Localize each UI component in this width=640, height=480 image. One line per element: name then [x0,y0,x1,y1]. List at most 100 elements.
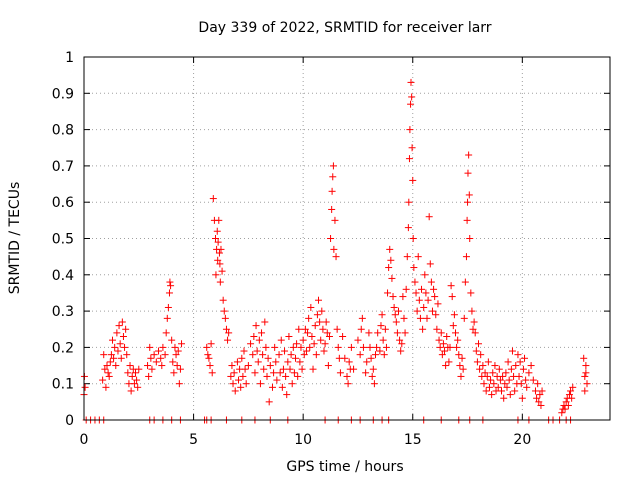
data-point [449,322,457,330]
data-point [287,351,295,359]
data-point [104,369,112,377]
data-point [212,271,220,279]
data-point [162,329,170,337]
data-point [260,365,268,373]
data-point [106,358,114,366]
data-point [569,383,577,391]
data-point [481,369,489,377]
data-point [371,351,379,359]
data-point [320,347,328,355]
data-point [251,369,259,377]
data-point [431,293,439,301]
data-point [411,278,419,286]
data-point [158,362,166,370]
data-point [400,314,408,322]
data-point [501,380,509,388]
data-point [264,354,272,362]
y-tick-label: 0.5 [52,232,74,248]
data-point [165,289,173,297]
data-point [297,343,305,351]
y-tick-label: 0.1 [52,377,74,393]
data-point [503,383,511,391]
data-point [531,387,539,395]
data-point [581,387,589,395]
data-point [374,329,382,337]
data-point [499,372,507,380]
data-point [324,362,332,370]
data-point [468,307,476,315]
data-point [457,372,465,380]
data-point [261,318,269,326]
data-point [393,329,401,337]
data-point [436,343,444,351]
data-point [237,383,245,391]
x-tick-label: 20 [513,432,531,448]
data-point [298,365,306,373]
data-point [169,358,177,366]
data-point [157,354,165,362]
data-point [382,343,390,351]
data-point [215,216,223,224]
data-point [368,372,376,380]
plot-frame [83,56,611,421]
data-point [567,387,575,395]
data-point [421,271,429,279]
data-point [582,362,590,370]
data-point [128,372,136,380]
data-point [523,383,531,391]
data-point [227,372,235,380]
data-point [477,351,485,359]
data-point [581,372,589,380]
data-point [419,325,427,333]
data-point [376,347,384,355]
data-point [238,354,246,362]
data-point [485,383,493,391]
data-point [241,365,249,373]
data-point [219,296,227,304]
y-tick-label: 1 [65,50,74,66]
data-point [221,314,229,322]
data-point [147,354,155,362]
data-point [225,329,233,337]
data-point [388,274,396,282]
data-point [130,380,138,388]
data-point [208,369,216,377]
data-point [508,347,516,355]
data-point [290,369,298,377]
y-tick-label: 0 [65,413,74,429]
data-point [359,343,367,351]
data-point [403,253,411,261]
data-point [331,216,339,224]
data-point [144,362,152,370]
data-point [391,311,399,319]
data-point [118,318,126,326]
data-point [442,362,450,370]
data-point [529,376,537,384]
data-point [325,333,333,341]
data-point [333,325,341,333]
data-point [81,383,89,391]
data-point [216,260,224,268]
data-point [334,343,342,351]
data-point [356,351,364,359]
data-point [244,362,252,370]
data-point [268,383,276,391]
data-point [103,362,111,370]
data-point [582,369,590,377]
data-point [377,322,385,330]
data-point [291,354,299,362]
data-point [216,278,224,286]
data-point [416,314,424,322]
data-point [347,343,355,351]
data-point [471,329,479,337]
data-point [462,253,470,261]
data-point [381,325,389,333]
data-point [155,347,163,355]
data-point [533,394,541,402]
data-point [384,289,392,297]
data-point [265,398,273,406]
data-point [445,358,453,366]
data-point [148,365,156,373]
data-point [209,195,217,203]
